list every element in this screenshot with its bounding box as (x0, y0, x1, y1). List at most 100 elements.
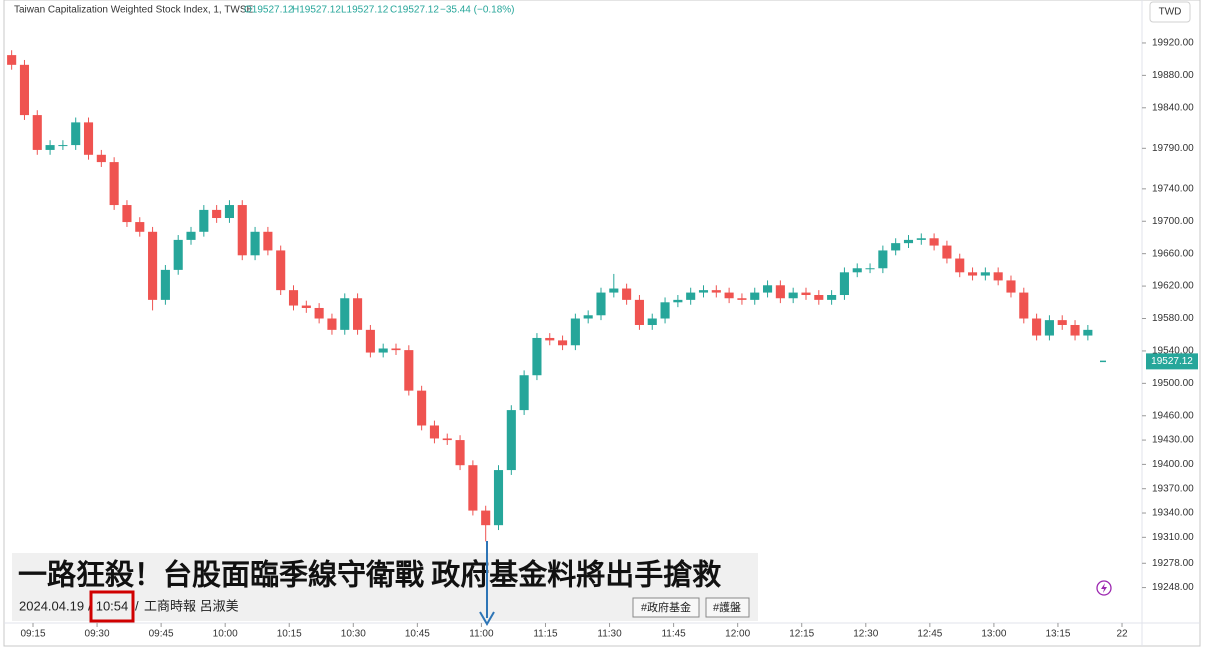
candle-body (1044, 320, 1054, 336)
candle-body (327, 318, 337, 330)
y-tick-label: 19400.00 (1152, 459, 1194, 470)
last-price-label: 19527.12 (1151, 356, 1193, 367)
candle-body (827, 295, 837, 300)
x-tick-label: 10:15 (277, 629, 302, 640)
candle-body (929, 238, 939, 246)
candle-body (583, 315, 593, 319)
candle-body (224, 205, 235, 219)
x-tick-label: 10:45 (405, 629, 430, 640)
candle-body (980, 272, 990, 276)
y-tick-label: 19700.00 (1152, 216, 1194, 227)
candle-body (750, 292, 760, 300)
lightning-icon[interactable] (1096, 580, 1112, 596)
candle-body (698, 290, 709, 293)
candle-body (378, 348, 388, 353)
candle-body (122, 205, 132, 223)
candle-body (673, 299, 683, 303)
candle-body (558, 340, 568, 346)
candle-body (788, 292, 798, 299)
candle-body (955, 258, 965, 273)
candle-body (660, 302, 670, 319)
candle-body (1019, 292, 1029, 319)
candle-body (1006, 280, 1016, 293)
y-tick-label: 19620.00 (1152, 281, 1194, 292)
frame (3, 0, 1201, 647)
candle-body (622, 288, 632, 300)
y-tick-label: 19660.00 (1152, 248, 1194, 259)
x-tick-label: 22 (1116, 629, 1128, 640)
candle-body (71, 122, 81, 146)
y-tick-label: 19880.00 (1152, 70, 1194, 81)
y-tick-label: 19430.00 (1152, 435, 1194, 446)
x-tick-label: 12:15 (789, 629, 814, 640)
y-tick-label: 19278.00 (1152, 558, 1194, 569)
candle-body (686, 292, 696, 300)
candle-body (545, 337, 555, 341)
currency-button[interactable] (1149, 1, 1191, 23)
candle-body (32, 115, 42, 150)
candle-body (135, 222, 145, 232)
candle-body (839, 272, 849, 296)
tag-box[interactable] (705, 597, 750, 618)
tag[interactable]: #政府基金 (641, 600, 691, 614)
candle-body (186, 231, 196, 240)
candle-body (865, 268, 875, 270)
candle-body (1057, 320, 1067, 325)
candle-body (763, 285, 773, 293)
x-tick-label: 13:15 (1045, 629, 1070, 640)
candle-body (724, 292, 734, 299)
y-tick-label: 19460.00 (1152, 410, 1194, 421)
candle-body (1070, 324, 1080, 336)
ohlc-high: H19527.12 (292, 5, 341, 16)
candle-body (391, 348, 401, 351)
candle-body (365, 329, 375, 353)
plot-area (7, 50, 1093, 542)
tag[interactable]: #護盤 (713, 600, 741, 614)
y-tick-label: 19500.00 (1152, 378, 1194, 389)
ohlc-open: O19527.12 (244, 5, 294, 16)
candle-body (903, 239, 914, 244)
x-tick-label: 09:45 (149, 629, 174, 640)
candle-body (442, 438, 452, 441)
x-tick-label: 11:30 (597, 629, 622, 640)
candle-body (173, 239, 183, 270)
news-time: 10:54 (96, 598, 129, 613)
candle-body (314, 307, 324, 319)
candle-body (1032, 318, 1042, 336)
candle-body (609, 288, 619, 293)
x-tick-label: 12:30 (853, 629, 878, 640)
candle-body (1083, 329, 1093, 336)
candle-body (250, 231, 260, 256)
y-tick-label: 19920.00 (1152, 38, 1194, 49)
x-tick-label: 09:30 (85, 629, 110, 640)
candle-body (814, 295, 824, 300)
lightning-bolt (1101, 583, 1107, 593)
candle-body (288, 290, 299, 306)
candle-body (519, 375, 529, 411)
candle-body (711, 290, 721, 293)
candle-body (775, 285, 785, 299)
candle-body (455, 440, 465, 466)
tag-box[interactable] (632, 597, 700, 618)
change: −35.44 (−0.18%) (440, 5, 515, 16)
candle-body (301, 305, 311, 308)
x-tick-label: 12:00 (725, 629, 750, 640)
candle-body (148, 231, 158, 300)
symbol-title: Taiwan Capitalization Weighted Stock Ind… (14, 5, 254, 16)
arrow-head (479, 611, 495, 626)
x-tick-label: 13:00 (981, 629, 1006, 640)
candle-body (647, 318, 657, 325)
currency[interactable]: TWD (1159, 7, 1182, 18)
y-tick-label: 19580.00 (1152, 313, 1194, 324)
candle-body (852, 268, 862, 273)
candle-body (199, 209, 209, 232)
candle-body (570, 318, 580, 346)
time-highlight (89, 590, 135, 623)
candle-body (468, 465, 478, 511)
ohlc-low: L19527.12 (341, 5, 389, 16)
y-tick-label: 19790.00 (1152, 143, 1194, 154)
candle-body (429, 425, 439, 439)
candle-body (109, 162, 119, 206)
x-tick-label: 11:15 (533, 629, 558, 640)
